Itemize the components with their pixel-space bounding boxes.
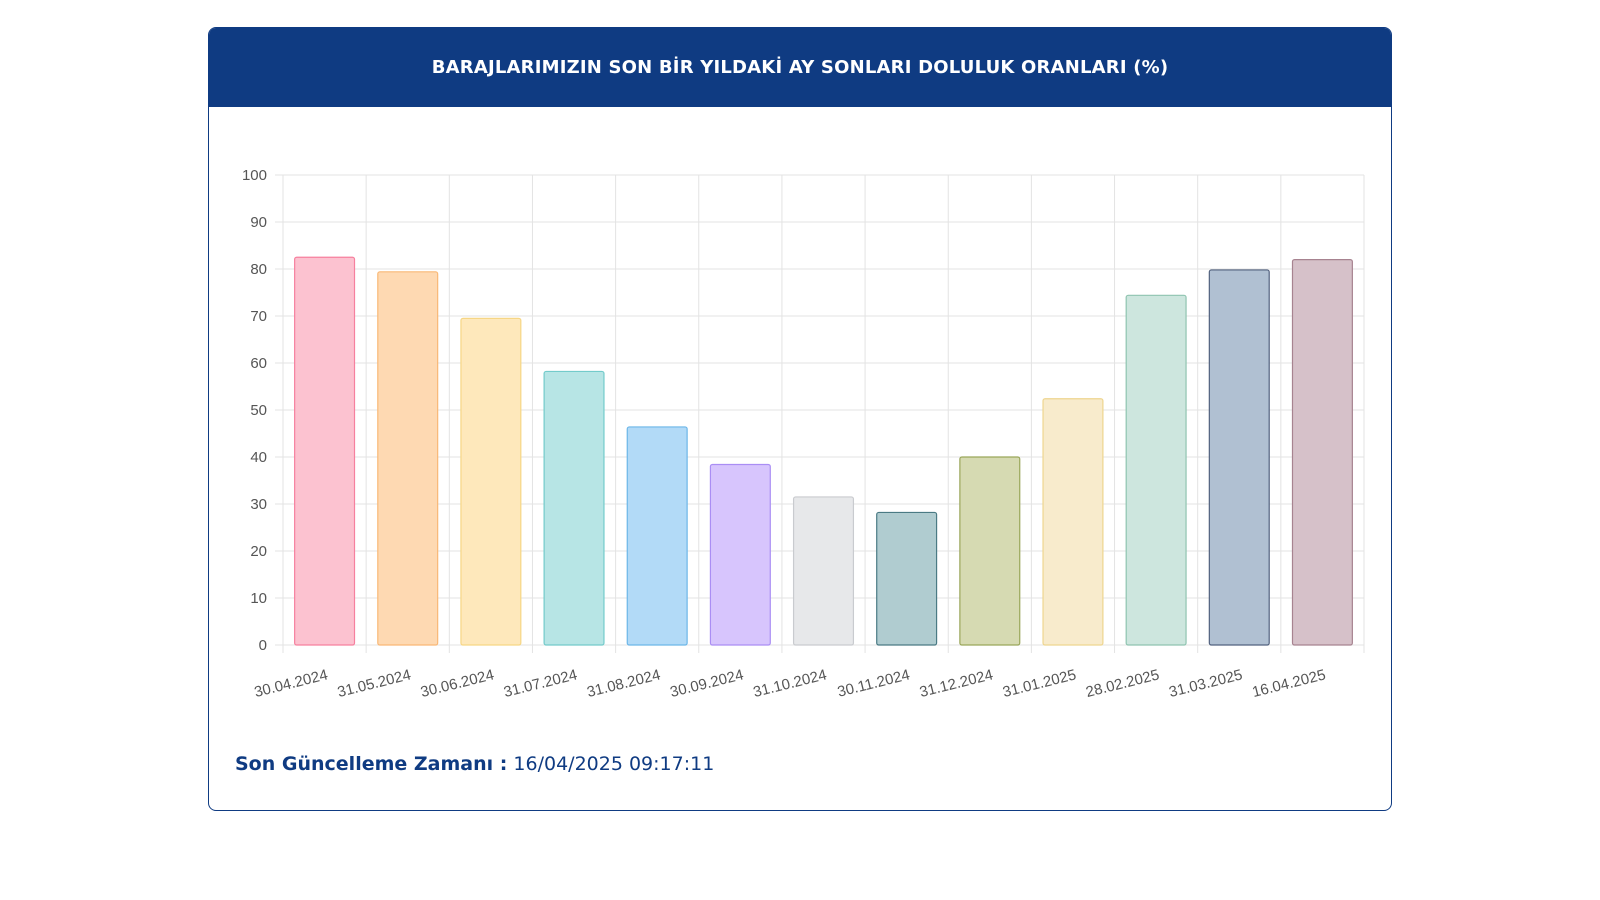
bar	[377, 271, 439, 646]
y-tick-label: 0	[259, 637, 267, 654]
bar	[543, 370, 605, 646]
bar	[294, 256, 356, 646]
y-tick-label: 40	[250, 449, 267, 466]
y-tick-label: 90	[250, 214, 267, 231]
x-tick-label: 31.10.2024	[752, 666, 829, 701]
bar-chart-svg: 0 10 20 30 40 50 60 70 80 90 100 30.04.2024 31.05.20…	[242, 167, 1365, 701]
x-tick-label: 30.06.2024	[419, 666, 496, 701]
dam-occupancy-card: BARAJLARIMIZIN SON BİR YILDAKİ AY SONLAR…	[208, 27, 1392, 811]
x-tick-label: 31.08.2024	[585, 666, 662, 701]
y-tick-label: 20	[250, 543, 267, 560]
x-tick-label: 28.02.2025	[1084, 666, 1161, 701]
bar	[709, 463, 771, 646]
x-tick-label: 31.07.2024	[502, 666, 579, 701]
last-update-value: 16/04/2025 09:17:11	[513, 753, 715, 775]
bar	[792, 496, 855, 646]
last-update: Son Güncelleme Zamanı : 16/04/2025 09:17…	[235, 753, 714, 775]
x-tick-label: 31.12.2024	[918, 666, 995, 701]
y-tick-label: 10	[250, 590, 267, 607]
y-tick-label: 80	[250, 261, 267, 278]
y-tick-label: 50	[250, 402, 267, 419]
bar	[1208, 269, 1270, 646]
x-tick-label: 31.03.2025	[1167, 666, 1244, 701]
card-header: BARAJLARIMIZIN SON BİR YILDAKİ AY SONLAR…	[209, 28, 1391, 107]
bar	[460, 317, 522, 646]
x-tick-label: 30.09.2024	[668, 666, 745, 701]
y-tick-label: 100	[242, 167, 267, 184]
x-tick-label: 30.11.2024	[836, 666, 912, 700]
x-tick-label: 16.04.2025	[1250, 666, 1327, 701]
x-tick-label: 30.04.2024	[253, 666, 330, 701]
bar	[959, 456, 1021, 646]
y-tick-label: 70	[250, 308, 267, 325]
bar	[626, 426, 688, 646]
bar	[1042, 398, 1104, 646]
y-tick-label: 30	[250, 496, 267, 513]
x-tick-label: 31.05.2024	[336, 666, 413, 701]
y-tick-label: 60	[250, 355, 267, 372]
x-tick-label: 31.01.2025	[1001, 666, 1078, 701]
bar-chart: 0 10 20 30 40 50 60 70 80 90 100 30.04.2024 31.05.20…	[209, 107, 1391, 727]
bar	[1291, 259, 1353, 646]
bar	[1125, 294, 1187, 646]
bar	[876, 511, 938, 646]
last-update-label: Son Güncelleme Zamanı :	[235, 753, 508, 775]
card-title: BARAJLARIMIZIN SON BİR YILDAKİ AY SONLAR…	[431, 57, 1169, 78]
